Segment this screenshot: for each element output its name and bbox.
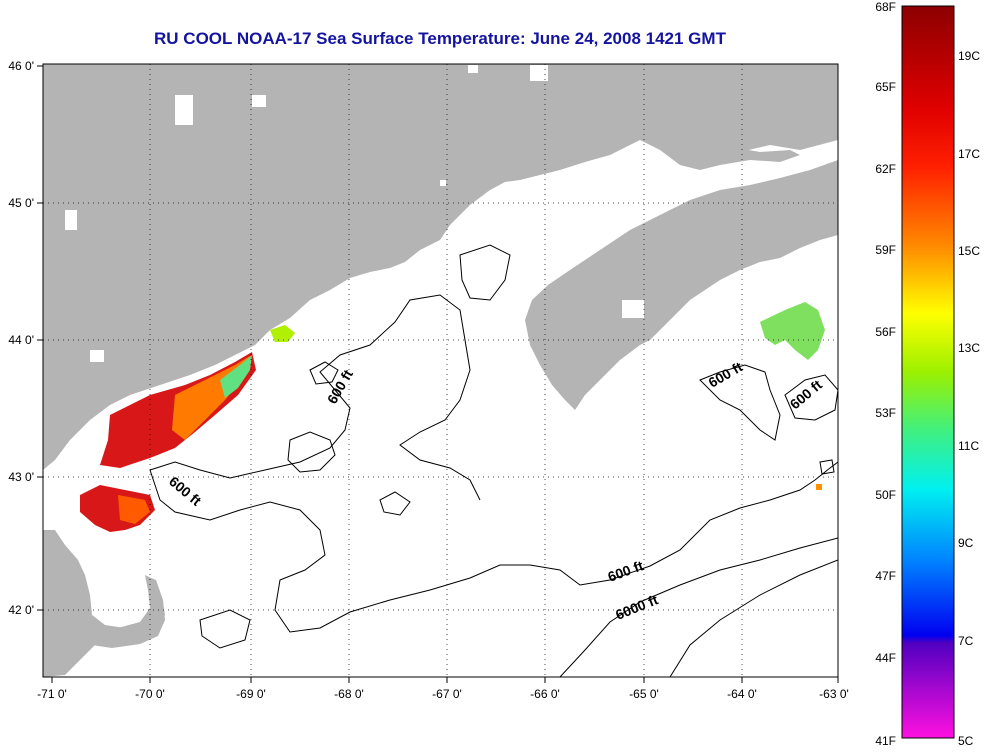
graticule [43,64,838,677]
colorbar-f-label: 59F [875,243,896,257]
lat-tick-label: 45 0' [8,196,34,210]
map-title: RU COOL NOAA-17 Sea Surface Temperature:… [154,29,727,48]
contour-small3 [379,491,411,516]
contour-small2 [199,609,251,649]
sst-patches [80,302,825,532]
lon-tick-label: -67 0' [432,687,462,701]
lon-tick-label: -68 0' [334,687,364,701]
contour-600-west [149,461,838,633]
colorbar-f-label: 41F [875,734,896,748]
sst-patch-nova-scotia [760,302,825,360]
lon-labels: -71 0' -70 0' -69 0' -68 0' -67 0' -66 0… [37,687,849,701]
land-cape-cod [90,576,165,648]
contour-georges [287,431,336,473]
land-maine-nb [43,64,838,470]
colorbar-c-label: 13C [958,341,980,355]
lakes [65,65,644,362]
contour-6000 [559,537,838,677]
colorbar-c-label: 5C [958,734,974,748]
lat-tick-label: 43 0' [8,470,34,484]
depth-contours [149,244,838,677]
contour-600-inner [149,294,481,501]
contour-ns-loop2 [784,374,838,421]
lon-tick-label: -65 0' [629,687,659,701]
colorbar-c-label: 17C [958,147,980,161]
colorbar-c-label: 15C [958,244,980,258]
lon-tick-label: -71 0' [37,687,67,701]
contour-browns-bank [459,244,511,301]
lat-tick-label: 42 0' [8,603,34,617]
colorbar-f-label: 68F [875,0,896,14]
lat-tick-label: 44 0' [8,333,34,347]
colorbar-gradient [901,5,955,739]
lon-tick-label: -66 0' [530,687,560,701]
contour-ns-loop [699,364,781,441]
lat-labels: 46 0' 45 0' 44 0' 43 0' 42 0' [8,59,34,617]
colorbar-c-label: 7C [958,634,974,648]
lon-tick-label: -70 0' [135,687,165,701]
lon-tick-label: -69 0' [236,687,266,701]
lat-tick-label: 46 0' [8,59,34,73]
land-pei-area [660,140,800,170]
contour-east-shelf [669,559,838,677]
plot-area: 600 ft 600 ft 600 ft 600 ft 600 ft 6000 … [43,64,838,677]
colorbar-f-label: 50F [875,488,896,502]
sst-patch-coastal [270,325,295,342]
sst-patch-mass-bay-orange [118,495,150,524]
sst-patch-dot [816,484,822,490]
sst-patch-green [220,355,252,398]
colorbar-f-label: 62F [875,162,896,176]
tick-marks [37,65,839,683]
colorbar-f-label: 56F [875,325,896,339]
colorbar-c-label: 9C [958,536,974,550]
colorbar-f-label: 65F [875,80,896,94]
colorbar-c-label: 11C [958,439,979,453]
colorbar-f-label: 47F [875,569,896,583]
colorbar: 68F 65F 62F 59F 56F 53F 50F 47F 44F 41F … [875,0,980,748]
colorbar-f-label: 53F [875,406,896,420]
contour-small4 [819,459,835,475]
colorbar-f-label: 44F [875,651,896,665]
lon-tick-label: -64 0' [727,687,757,701]
plot-frame [42,63,839,678]
land-maritimes-east [525,160,838,410]
colorbar-c-label: 19C [958,49,980,63]
land-cape-breton [795,165,838,232]
lon-tick-label: -63 0' [819,687,849,701]
contour-small1 [309,361,339,385]
